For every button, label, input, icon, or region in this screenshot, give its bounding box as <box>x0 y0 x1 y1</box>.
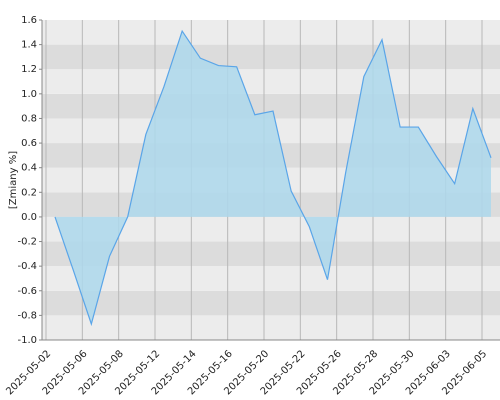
y-tick-label: 1.2 <box>21 64 37 75</box>
y-tick-label: 1.0 <box>21 89 37 100</box>
line <box>54 29 492 327</box>
y-tick-label: -0.6 <box>17 286 37 297</box>
y-tick-label: 1.6 <box>21 15 37 26</box>
y-tick-label: 0.2 <box>21 187 37 198</box>
grid-band <box>42 20 500 45</box>
y-tick-label: -1.0 <box>17 335 37 346</box>
grid-band <box>42 290 500 316</box>
y-tick-label: -0.8 <box>17 310 37 321</box>
y-tick-label: 0.6 <box>21 138 37 149</box>
y-tick-label: -0.4 <box>17 261 37 272</box>
grid-band <box>42 315 500 340</box>
grid-band <box>42 69 500 94</box>
y-tick-label: 0.8 <box>21 113 37 124</box>
y-tick-label: -0.2 <box>17 237 37 248</box>
y-axis-label: [Zmiany %] <box>8 151 19 209</box>
grid-band <box>42 44 500 70</box>
y-tick-label: 1.4 <box>21 40 37 51</box>
y-tick-label: 0.0 <box>21 212 37 223</box>
y-tick-label: 0.4 <box>21 163 37 174</box>
grid-band <box>42 266 500 291</box>
area <box>55 31 491 324</box>
